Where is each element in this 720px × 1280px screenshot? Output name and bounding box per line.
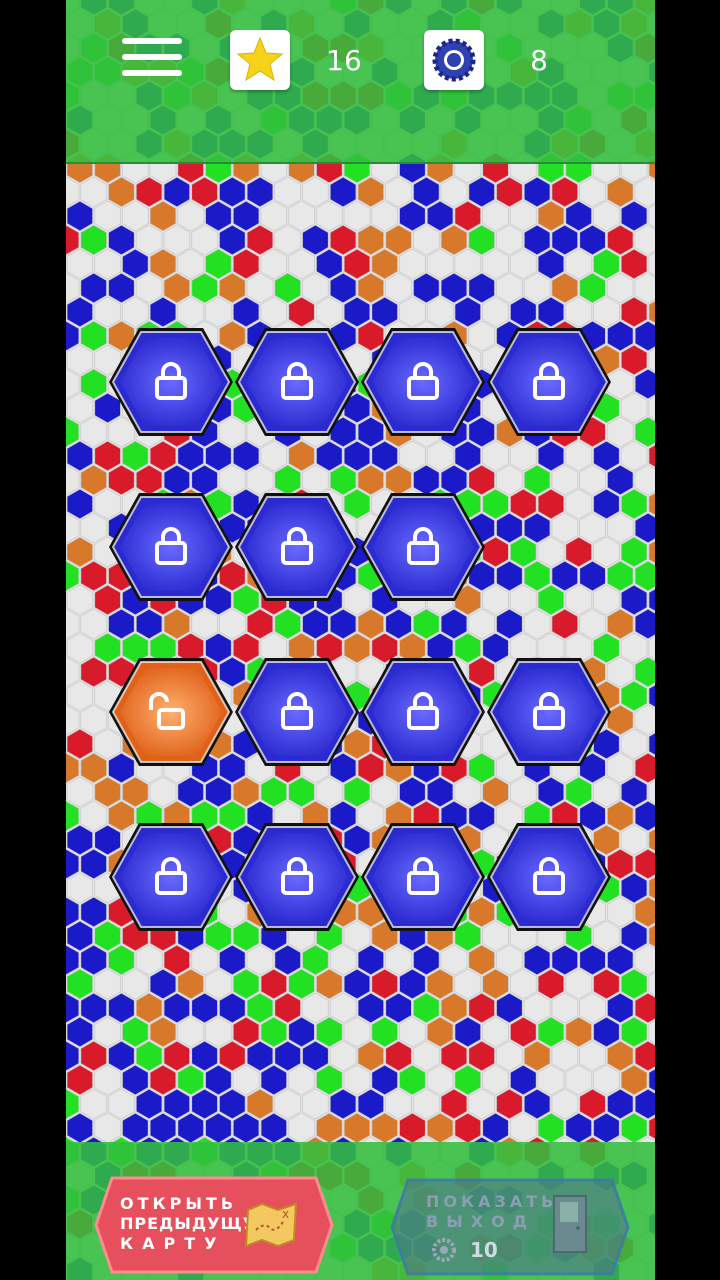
lock-icon xyxy=(281,527,313,565)
svg-text:x: x xyxy=(282,1207,289,1221)
lock-icon xyxy=(407,527,439,565)
door-icon xyxy=(553,1195,587,1253)
lock-icon xyxy=(533,857,565,895)
gears-count: 8 xyxy=(530,44,548,77)
level-1-locked[interactable] xyxy=(107,326,235,438)
show-exit-label-2: ВЫХОД xyxy=(426,1212,535,1231)
lock-icon xyxy=(155,527,187,565)
level-7-locked[interactable] xyxy=(359,491,487,603)
show-exit-label-1: ПОКАЗАТЬ xyxy=(426,1192,558,1211)
bottom-bar: ОТКРЫТЬ ПРЕДЫДУЩУЮ КАРТУ x ПОКАЗАТЬ ВЫХО… xyxy=(66,1142,655,1280)
level-12-locked[interactable] xyxy=(107,821,235,933)
level-5-locked[interactable] xyxy=(107,491,235,603)
prev-map-label-3: КАРТУ xyxy=(120,1234,226,1253)
menu-icon xyxy=(122,38,182,44)
lock-icon xyxy=(281,362,313,400)
level-6-locked[interactable] xyxy=(233,491,361,603)
game-screen: 16 8 ОТКРЫТЬ ПРЕДЫДУЩУЮ КАРТУ x ПОКАЗАТЬ… xyxy=(66,0,655,1280)
lock-icon xyxy=(155,362,187,400)
level-11-locked[interactable] xyxy=(485,656,613,768)
prev-map-label-2: ПРЕДЫДУЩУЮ xyxy=(120,1214,276,1233)
map-icon: x xyxy=(244,1202,298,1248)
level-4-locked[interactable] xyxy=(485,326,613,438)
level-14-locked[interactable] xyxy=(359,821,487,933)
prev-map-label-1: ОТКРЫТЬ xyxy=(120,1194,238,1213)
level-3-locked[interactable] xyxy=(359,326,487,438)
lock-icon xyxy=(533,362,565,400)
star-icon xyxy=(230,30,290,90)
hex-mosaic-background xyxy=(66,0,655,1280)
top-bar: 16 8 xyxy=(66,0,655,164)
level-8-unlocked[interactable] xyxy=(107,656,235,768)
lock-icon xyxy=(407,857,439,895)
lock-icon xyxy=(533,692,565,730)
level-15-locked[interactable] xyxy=(485,821,613,933)
gear-icon xyxy=(424,30,484,90)
level-9-locked[interactable] xyxy=(233,656,361,768)
open-previous-map-button[interactable]: ОТКРЫТЬ ПРЕДЫДУЩУЮ КАРТУ x xyxy=(94,1176,334,1274)
show-exit-button[interactable]: ПОКАЗАТЬ ВЫХОД 10 xyxy=(390,1178,630,1276)
stars-count: 16 xyxy=(326,44,362,77)
level-10-locked[interactable] xyxy=(359,656,487,768)
lock-icon xyxy=(155,857,187,895)
show-exit-cost: 10 xyxy=(470,1238,498,1262)
lock-icon xyxy=(407,692,439,730)
gear-icon xyxy=(432,1238,456,1262)
lock-icon xyxy=(407,362,439,400)
level-2-locked[interactable] xyxy=(233,326,361,438)
lock-icon xyxy=(281,857,313,895)
menu-button[interactable] xyxy=(122,38,182,84)
level-13-locked[interactable] xyxy=(233,821,361,933)
lock-icon xyxy=(281,692,313,730)
unlock-icon xyxy=(149,692,185,730)
